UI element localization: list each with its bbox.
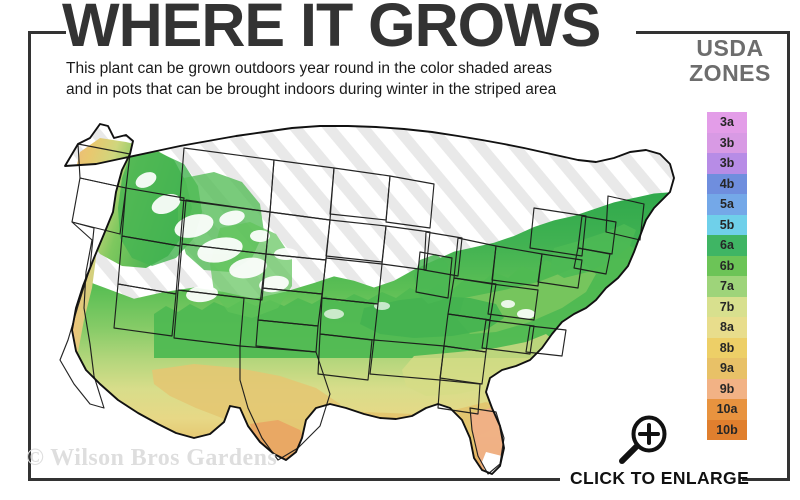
national-outline — [64, 123, 675, 475]
legend-zone-6b-7: 6b — [707, 255, 747, 276]
legend-zone-4b-3: 4b — [707, 173, 747, 194]
hardiness-zone-map[interactable] — [34, 108, 684, 478]
frame-top-right-segment — [636, 31, 790, 34]
page-title: WHERE IT GROWS — [62, 0, 601, 59]
frame-right-border — [787, 31, 790, 481]
legend-zone-9b-13: 9b — [707, 378, 747, 399]
legend-zone-10a-14: 10a — [707, 399, 747, 420]
us-map-svg — [34, 108, 684, 478]
legend-zone-7b-9: 7b — [707, 296, 747, 317]
frame-left-border — [28, 31, 31, 481]
subtitle-text: This plant can be grown outdoors year ro… — [66, 58, 646, 100]
legend-zone-8a-10: 8a — [707, 317, 747, 338]
legend-zone-7a-8: 7a — [707, 276, 747, 297]
legend-title-line-2: ZONES — [689, 60, 771, 86]
legend-title-line-1: USDA — [696, 35, 764, 61]
legend-zone-3a-0: 3a — [707, 112, 747, 133]
legend-zone-9a-12: 9a — [707, 358, 747, 379]
magnifier-plus-icon[interactable] — [615, 415, 671, 467]
frame-bottom-right-segment — [742, 478, 790, 481]
usda-zone-legend: 3a 3b 3b 4b 5a 5b 6a 6b 7a 7b 8a 8b 9a 9b 10a 10b — [707, 112, 747, 440]
legend-zone-6a-6: 6a — [707, 235, 747, 256]
state-boundaries — [59, 143, 645, 475]
click-to-enlarge-label[interactable]: CLICK TO ENLARGE — [570, 468, 750, 488]
legend-zone-3b-2: 3b — [707, 153, 747, 174]
legend-zone-8b-11: 8b — [707, 337, 747, 358]
legend-zone-10b-15: 10b — [707, 419, 747, 440]
legend-zone-5a-4: 5a — [707, 194, 747, 215]
watermark: © Wilson Bros Gardens — [26, 445, 278, 471]
legend-zone-3b-1: 3b — [707, 132, 747, 153]
frame-bottom-left-segment — [28, 478, 560, 481]
frame-top-left-segment — [28, 31, 66, 34]
legend-zone-5b-5: 5b — [707, 214, 747, 235]
subtitle-line-2: and in pots that can be brought indoors … — [66, 81, 557, 98]
subtitle-line-1: This plant can be grown outdoors year ro… — [66, 60, 552, 77]
legend-title: USDA ZONES — [672, 36, 788, 86]
